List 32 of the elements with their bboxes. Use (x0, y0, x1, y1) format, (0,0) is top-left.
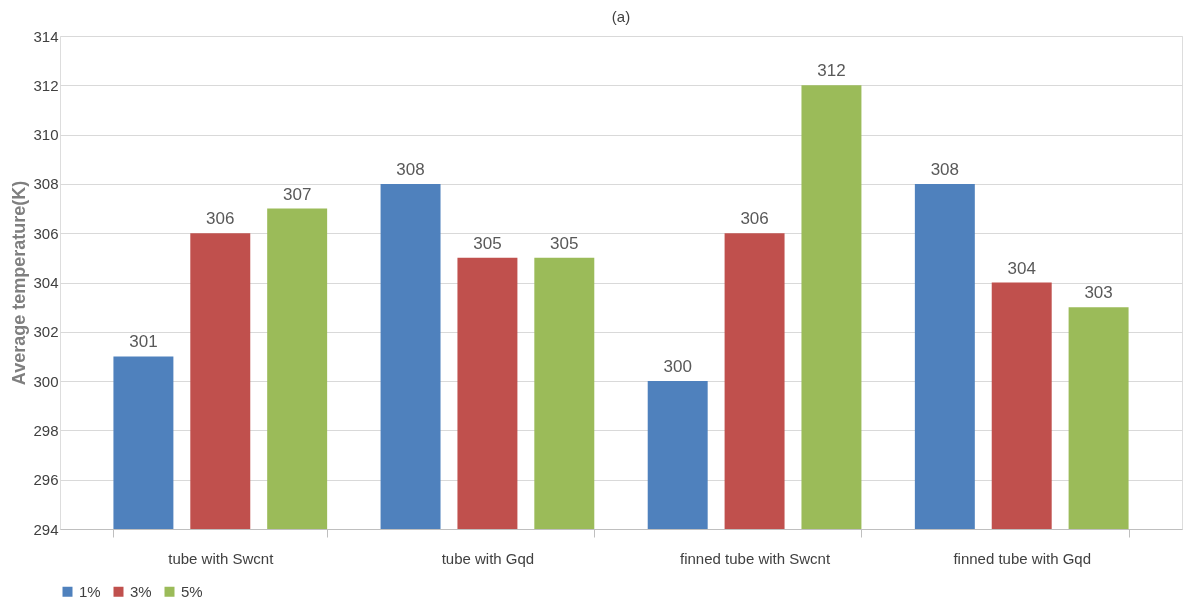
legend-label: 3% (130, 582, 152, 600)
x-tick-label: tube with Gqd (441, 549, 535, 567)
y-axis-title: Average temperature(K) (9, 180, 30, 386)
y-tick-label: 304 (33, 274, 59, 291)
y-tick-label: 302 (33, 323, 59, 341)
y-tick-label: 312 (33, 76, 59, 94)
data-label: 307 (282, 184, 312, 204)
data-label: 305 (550, 233, 579, 253)
x-tick-label: finned tube with Gqd (953, 549, 1092, 567)
data-label: 301 (129, 332, 158, 352)
data-label: 306 (206, 209, 235, 229)
data-label: 308 (396, 159, 425, 179)
y-tick-label: 294 (33, 520, 59, 538)
chart-title: (a) (611, 8, 631, 25)
data-label: 312 (817, 61, 846, 81)
y-tick-label: 308 (33, 175, 59, 193)
y-tick-label: 306 (33, 224, 59, 242)
data-label: 303 (1084, 283, 1113, 303)
legend-label: 1% (79, 582, 101, 600)
data-label: 300 (663, 357, 692, 377)
legend-label: 5% (181, 582, 203, 600)
y-tick-label: 298 (33, 421, 59, 439)
y-tick-label: 310 (33, 126, 59, 144)
y-tick-label: 300 (33, 372, 59, 390)
y-tick-label: 296 (33, 471, 59, 489)
data-label: 306 (740, 209, 769, 229)
data-label: 305 (473, 233, 502, 253)
x-tick-label: tube with Swcnt (168, 549, 275, 567)
data-label: 308 (930, 159, 960, 179)
y-tick-label: 314 (33, 27, 59, 45)
data-label: 304 (1007, 258, 1036, 278)
x-tick-label: finned tube with Swcnt (680, 549, 831, 567)
